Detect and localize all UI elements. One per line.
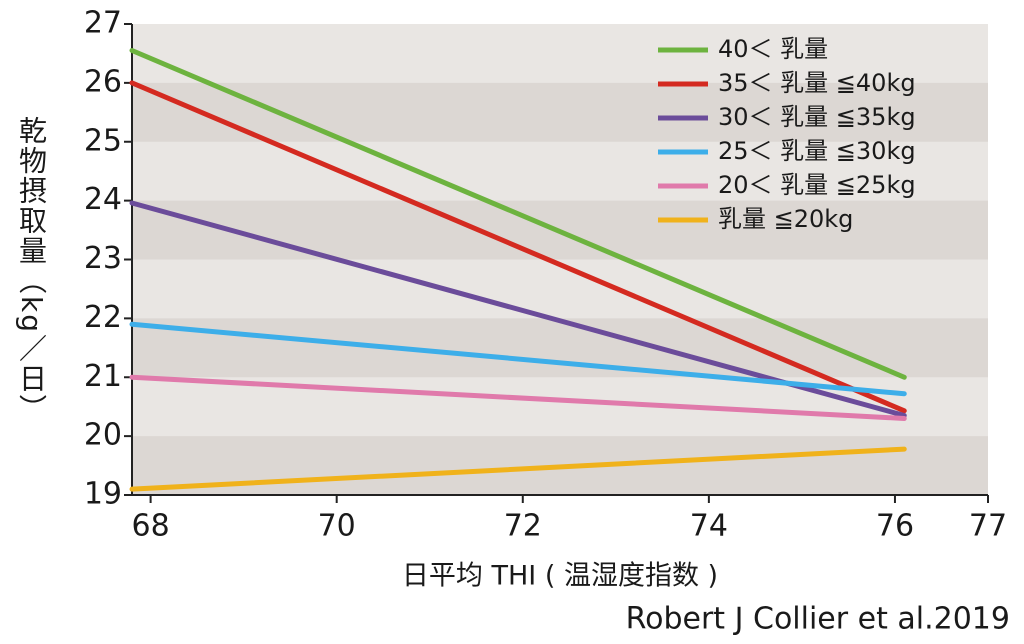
y-tick-label: 23 xyxy=(84,241,122,276)
y-tick-label: 19 xyxy=(84,477,122,512)
series-line xyxy=(129,446,907,492)
series-line xyxy=(129,374,907,421)
y-tick-label: 21 xyxy=(84,359,122,394)
x-axis-label: 日平均 THI ( 温湿度指数 ) xyxy=(402,561,718,592)
y-tick-label: 22 xyxy=(84,300,122,335)
y-tick-label: 24 xyxy=(84,182,122,217)
series-line xyxy=(129,80,907,414)
legend-label: 乳量 ≦20kg xyxy=(718,205,853,233)
series-line xyxy=(129,47,907,380)
legend-label: 40＜ 乳量 xyxy=(718,35,828,63)
legend-label: 20＜ 乳量 ≦25kg xyxy=(718,171,916,199)
legend-label: 30＜ 乳量 ≦35kg xyxy=(718,103,916,131)
y-tick-label: 27 xyxy=(84,6,122,41)
x-tick-label: 68 xyxy=(132,509,170,544)
x-tick-label: 76 xyxy=(876,509,914,544)
grid-band xyxy=(132,318,988,378)
y-axis-label: 乾物摂取量（kg／日） xyxy=(15,116,48,424)
series-line xyxy=(129,321,907,397)
legend-label: 35＜ 乳量 ≦40kg xyxy=(718,69,916,97)
x-tick-label: 70 xyxy=(318,509,356,544)
x-tick-label: 77 xyxy=(969,509,1007,544)
x-tick-label: 72 xyxy=(504,509,542,544)
source: Robert J Collier et al.2019 xyxy=(626,602,1010,637)
legend-label: 25＜ 乳量 ≦30kg xyxy=(718,137,916,165)
y-tick-label: 25 xyxy=(84,123,122,158)
x-tick-label: 74 xyxy=(690,509,728,544)
y-tick-label: 26 xyxy=(84,64,122,99)
y-tick-label: 20 xyxy=(84,418,122,453)
